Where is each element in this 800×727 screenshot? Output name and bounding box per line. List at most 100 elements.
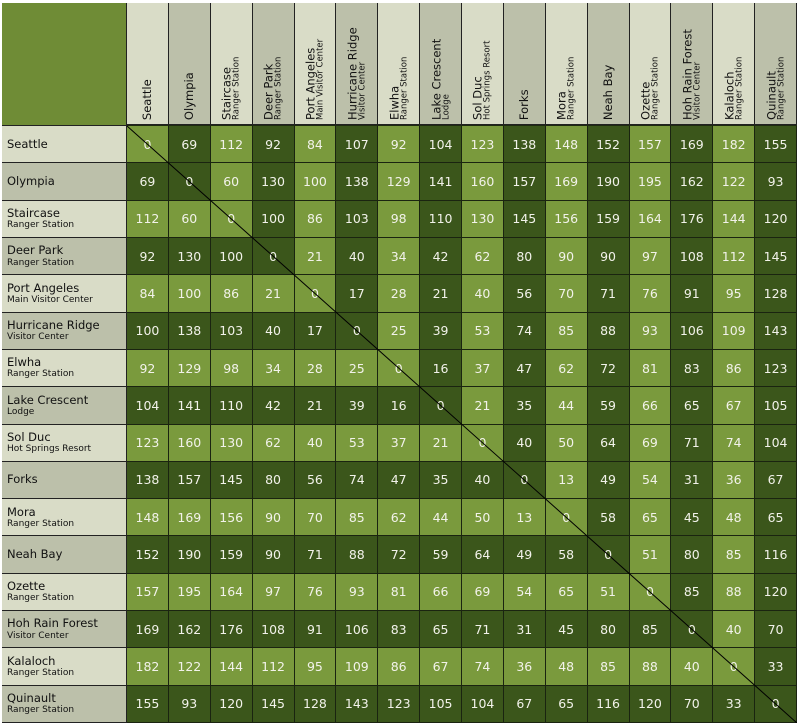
location-name: Elwha [387, 85, 402, 120]
distance-cell: 145 [755, 237, 797, 276]
location-name: Hoh Rain Forest [7, 616, 98, 631]
distance-cell: 157 [503, 163, 546, 201]
distance-cell: 155 [127, 685, 169, 723]
distance-cell: 88 [587, 312, 630, 350]
location-subtitle: Hot Springs Resort [7, 444, 92, 455]
distance-cell: 28 [294, 349, 337, 388]
distance-cell: 138 [127, 461, 169, 500]
location-name: Forks [7, 472, 38, 487]
distance-cell: 116 [755, 536, 797, 574]
distance-cell: 17 [336, 275, 379, 313]
distance-cell: 71 [294, 536, 337, 574]
distance-cell: 128 [755, 275, 797, 313]
distance-cell: 88 [336, 536, 379, 574]
distance-cell: 67 [755, 461, 797, 500]
distance-cell: 159 [210, 536, 253, 574]
distance-cell: 160 [168, 424, 211, 462]
column-header: Port Angeles Main Visitor Center [294, 3, 337, 125]
location-subtitle: Ranger Station [776, 56, 787, 120]
location-name: Port Angeles [7, 280, 80, 295]
distance-cell: 0 [629, 573, 672, 612]
location-subtitle: Ranger Station [7, 257, 75, 268]
distance-cell: 21 [252, 275, 295, 313]
distance-cell: 106 [671, 312, 714, 350]
row-header: Port Angeles Main Visitor Center [2, 275, 127, 313]
distance-cell: 54 [503, 573, 546, 612]
location-subtitle: Hot Springs Resort [483, 40, 494, 120]
column-header-label: Forks [517, 89, 531, 120]
distance-cell: 81 [629, 349, 672, 388]
location-name: Deer Park [7, 243, 64, 258]
location-name: Olympia [7, 173, 55, 188]
distance-cell: 60 [168, 200, 211, 238]
distance-cell: 39 [336, 387, 379, 425]
distance-cell: 71 [462, 611, 504, 649]
row-header: Deer Park Ranger Station [2, 237, 127, 276]
location-subtitle: Main Visitor Center [7, 294, 93, 305]
distance-cell: 70 [671, 685, 714, 723]
distance-cell: 70 [545, 275, 588, 313]
distance-cell: 25 [378, 312, 421, 350]
distance-cell: 190 [587, 163, 630, 201]
distance-cell: 176 [671, 200, 714, 238]
distance-cell: 97 [629, 237, 672, 276]
distance-cell: 59 [587, 387, 630, 425]
distance-cell: 156 [210, 499, 253, 537]
distance-cell: 169 [168, 499, 211, 537]
location-name: Ozette [7, 579, 46, 594]
distance-cell: 144 [713, 200, 756, 238]
location-subtitle: Visitor Center [7, 630, 69, 641]
distance-cell: 42 [252, 387, 295, 425]
distance-cell: 138 [168, 312, 211, 350]
distance-cell: 98 [378, 200, 421, 238]
column-header-label: Neah Bay [601, 65, 615, 120]
distance-cell: 34 [252, 349, 295, 388]
distance-cell: 112 [127, 200, 169, 238]
distance-cell: 56 [294, 461, 337, 500]
distance-cell: 93 [168, 685, 211, 723]
distance-cell: 104 [462, 685, 504, 723]
column-header-label: Deer Park Ranger Station [262, 57, 284, 120]
distance-cell: 84 [294, 126, 337, 164]
column-header: Deer Park Ranger Station [252, 3, 295, 125]
distance-cell: 91 [294, 611, 337, 649]
distance-cell: 17 [294, 312, 337, 350]
distance-cell: 100 [252, 200, 295, 238]
location-name: Hurricane Ridge [345, 27, 360, 120]
row-header: Mora Ranger Station [2, 499, 127, 537]
location-name: Kalaloch [722, 71, 737, 120]
distance-cell: 145 [210, 461, 253, 500]
row-header: Hurricane Ridge Visitor Center [2, 312, 127, 350]
row-header: Sol Duc Hot Springs Resort [2, 424, 127, 462]
distance-cell: 42 [420, 237, 462, 276]
distance-cell: 45 [671, 499, 714, 537]
distance-cell: 90 [545, 237, 588, 276]
distance-cell: 80 [587, 611, 630, 649]
column-header-label: Olympia [182, 72, 196, 120]
distance-cell: 0 [545, 499, 588, 537]
distance-cell: 0 [503, 461, 546, 500]
distance-cell: 21 [294, 237, 337, 276]
location-subtitle: Ranger Station [566, 56, 577, 120]
distance-cell: 0 [378, 349, 421, 388]
distance-cell: 152 [127, 536, 169, 574]
distance-cell: 92 [378, 126, 421, 164]
distance-cell: 36 [503, 648, 546, 686]
distance-cell: 50 [462, 499, 504, 537]
distance-cell: 141 [168, 387, 211, 425]
column-header: Neah Bay [587, 3, 630, 125]
distance-cell: 62 [545, 349, 588, 388]
distance-cell: 92 [252, 126, 295, 164]
distance-cell: 35 [503, 387, 546, 425]
distance-cell: 0 [587, 536, 630, 574]
distance-cell: 120 [629, 685, 672, 723]
column-header: Mora Ranger Station [545, 3, 588, 125]
distance-cell: 129 [168, 349, 211, 388]
distance-cell: 0 [210, 200, 253, 238]
distance-cell: 69 [462, 573, 504, 612]
distance-cell: 162 [168, 611, 211, 649]
distance-cell: 105 [420, 685, 462, 723]
distance-cell: 47 [378, 461, 421, 500]
distance-cell: 143 [336, 685, 379, 723]
distance-cell: 71 [671, 424, 714, 462]
